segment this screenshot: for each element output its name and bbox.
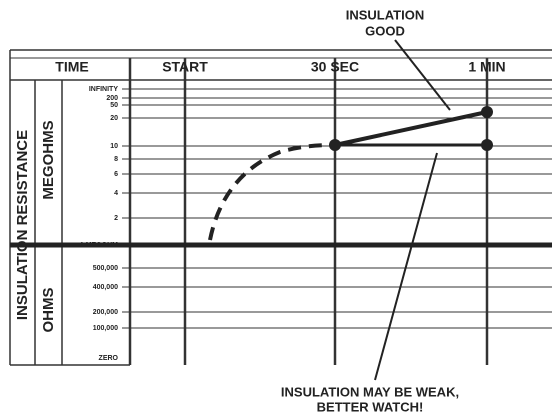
callout: INSULATION MAY BE WEAK, [281, 384, 459, 399]
callout: INSULATION [346, 7, 424, 22]
scale-label: 200 [106, 95, 118, 102]
column-label: START [162, 59, 208, 75]
scale-label: 20 [110, 115, 118, 122]
scale-label: 6 [114, 171, 118, 178]
column-label: 30 SEC [311, 59, 359, 75]
column-label: 1 MIN [468, 59, 505, 75]
scale-label: 100,000 [93, 325, 118, 332]
scale-label: 10 [110, 143, 118, 150]
scale-label: 500,000 [93, 265, 118, 272]
scale-label: 2 [114, 215, 118, 222]
axis-upper: MEGOHMS [40, 120, 57, 199]
axis-lower: OHMS [40, 288, 57, 333]
axis-title: INSULATION RESISTANCE [14, 130, 31, 320]
header: TIME START 30 SEC 1 MIN [55, 59, 505, 75]
scale-label: INFINITY [89, 86, 118, 93]
scale-label: 400,000 [93, 284, 118, 291]
column-label: TIME [55, 59, 88, 75]
curves [208, 39, 488, 381]
callout: BETTER WATCH! [317, 399, 424, 414]
scale-label: 50 [110, 102, 118, 109]
points [329, 106, 493, 151]
scale: INFINITY20050201086421 MEGOHM500,000400,… [10, 86, 552, 362]
scale-label: ZERO [99, 355, 119, 362]
scale-label: 8 [114, 156, 118, 163]
frame [9, 49, 552, 366]
scale-label: 4 [114, 190, 118, 197]
scale-label: 200,000 [93, 309, 118, 316]
callout: GOOD [365, 23, 405, 38]
